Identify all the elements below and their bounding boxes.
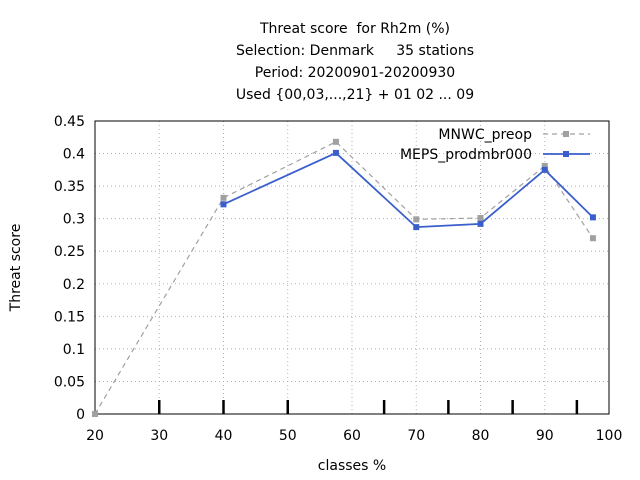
data-point-MEPS_prodmbr000 <box>413 224 420 231</box>
plot-frame <box>94 120 610 415</box>
series-line-MEPS_prodmbr000 <box>223 151 594 229</box>
y-tick-label: 0 <box>76 407 85 423</box>
x-axis-label: classes % <box>318 458 386 474</box>
data-point-MNWC_preop <box>477 215 484 222</box>
legend-label-MNWC_preop: MNWC_preop <box>438 127 532 143</box>
x-tick-label: 30 <box>150 428 168 444</box>
x-tick-label: 40 <box>215 428 233 444</box>
x-tick-label: 90 <box>536 428 554 444</box>
data-point-MNWC_preop <box>541 162 548 169</box>
data-point-MEPS_prodmbr000 <box>220 201 227 208</box>
x-tick-label: 70 <box>407 428 425 444</box>
x-tick-label: 100 <box>596 428 623 444</box>
y-tick-label: 0.15 <box>54 309 85 325</box>
series-layer <box>92 138 596 417</box>
class-marks <box>158 400 579 414</box>
legend: MNWC_preop MEPS_prodmbr000 <box>400 127 590 163</box>
chart-title: Threat score for Rh2m (%) Selection: Den… <box>0 18 640 106</box>
data-point-MNWC_preop <box>332 138 339 145</box>
data-point-MEPS_prodmbr000 <box>477 220 484 227</box>
y-tick-label: 0.1 <box>63 342 85 358</box>
y-tick-label: 0.05 <box>54 374 85 390</box>
legend-label-MEPS_prodmbr000: MEPS_prodmbr000 <box>400 147 532 163</box>
y-axis-label: Threat score <box>8 224 24 313</box>
y-tick-label: 0.3 <box>63 212 85 228</box>
legend-marker-MNWC_preop <box>563 131 569 137</box>
data-point-MNWC_preop <box>413 216 420 223</box>
grid <box>95 121 609 414</box>
x-tick-label: 60 <box>343 428 361 444</box>
title-line-1: Threat score for Rh2m (%) <box>259 21 451 37</box>
data-point-MNWC_preop <box>589 235 596 242</box>
x-tick-label: 50 <box>279 428 297 444</box>
data-point-MEPS_prodmbr000 <box>332 149 339 156</box>
legend-marker-MEPS_prodmbr000 <box>563 151 569 157</box>
x-tick-labels: 20 30 40 50 60 70 80 90 100 <box>86 428 622 444</box>
y-tick-label: 0.25 <box>54 244 85 260</box>
data-point-MEPS_prodmbr000 <box>541 166 548 173</box>
y-tick-label: 0.35 <box>54 179 85 195</box>
y-tick-labels: 0 0.05 0.1 0.15 0.2 0.25 0.3 0.35 0.4 0.45 <box>54 114 85 423</box>
x-tick-label: 20 <box>86 428 104 444</box>
title-line-3: Period: 20200901-20200930 <box>254 65 456 81</box>
y-tick-label: 0.45 <box>54 114 85 130</box>
y-tick-label: 0.2 <box>63 277 85 293</box>
title-line-2: Selection: Denmark 35 stations <box>235 43 475 59</box>
data-point-MNWC_preop <box>220 194 227 201</box>
series-line-MNWC_preop <box>94 141 594 415</box>
y-tick-label: 0.4 <box>63 147 85 163</box>
data-point-MNWC_preop <box>92 411 98 417</box>
title-line-4: Used {00,03,...,21} + 01 02 ... 09 <box>235 87 475 103</box>
data-point-MEPS_prodmbr000 <box>589 214 596 221</box>
x-tick-label: 80 <box>472 428 490 444</box>
